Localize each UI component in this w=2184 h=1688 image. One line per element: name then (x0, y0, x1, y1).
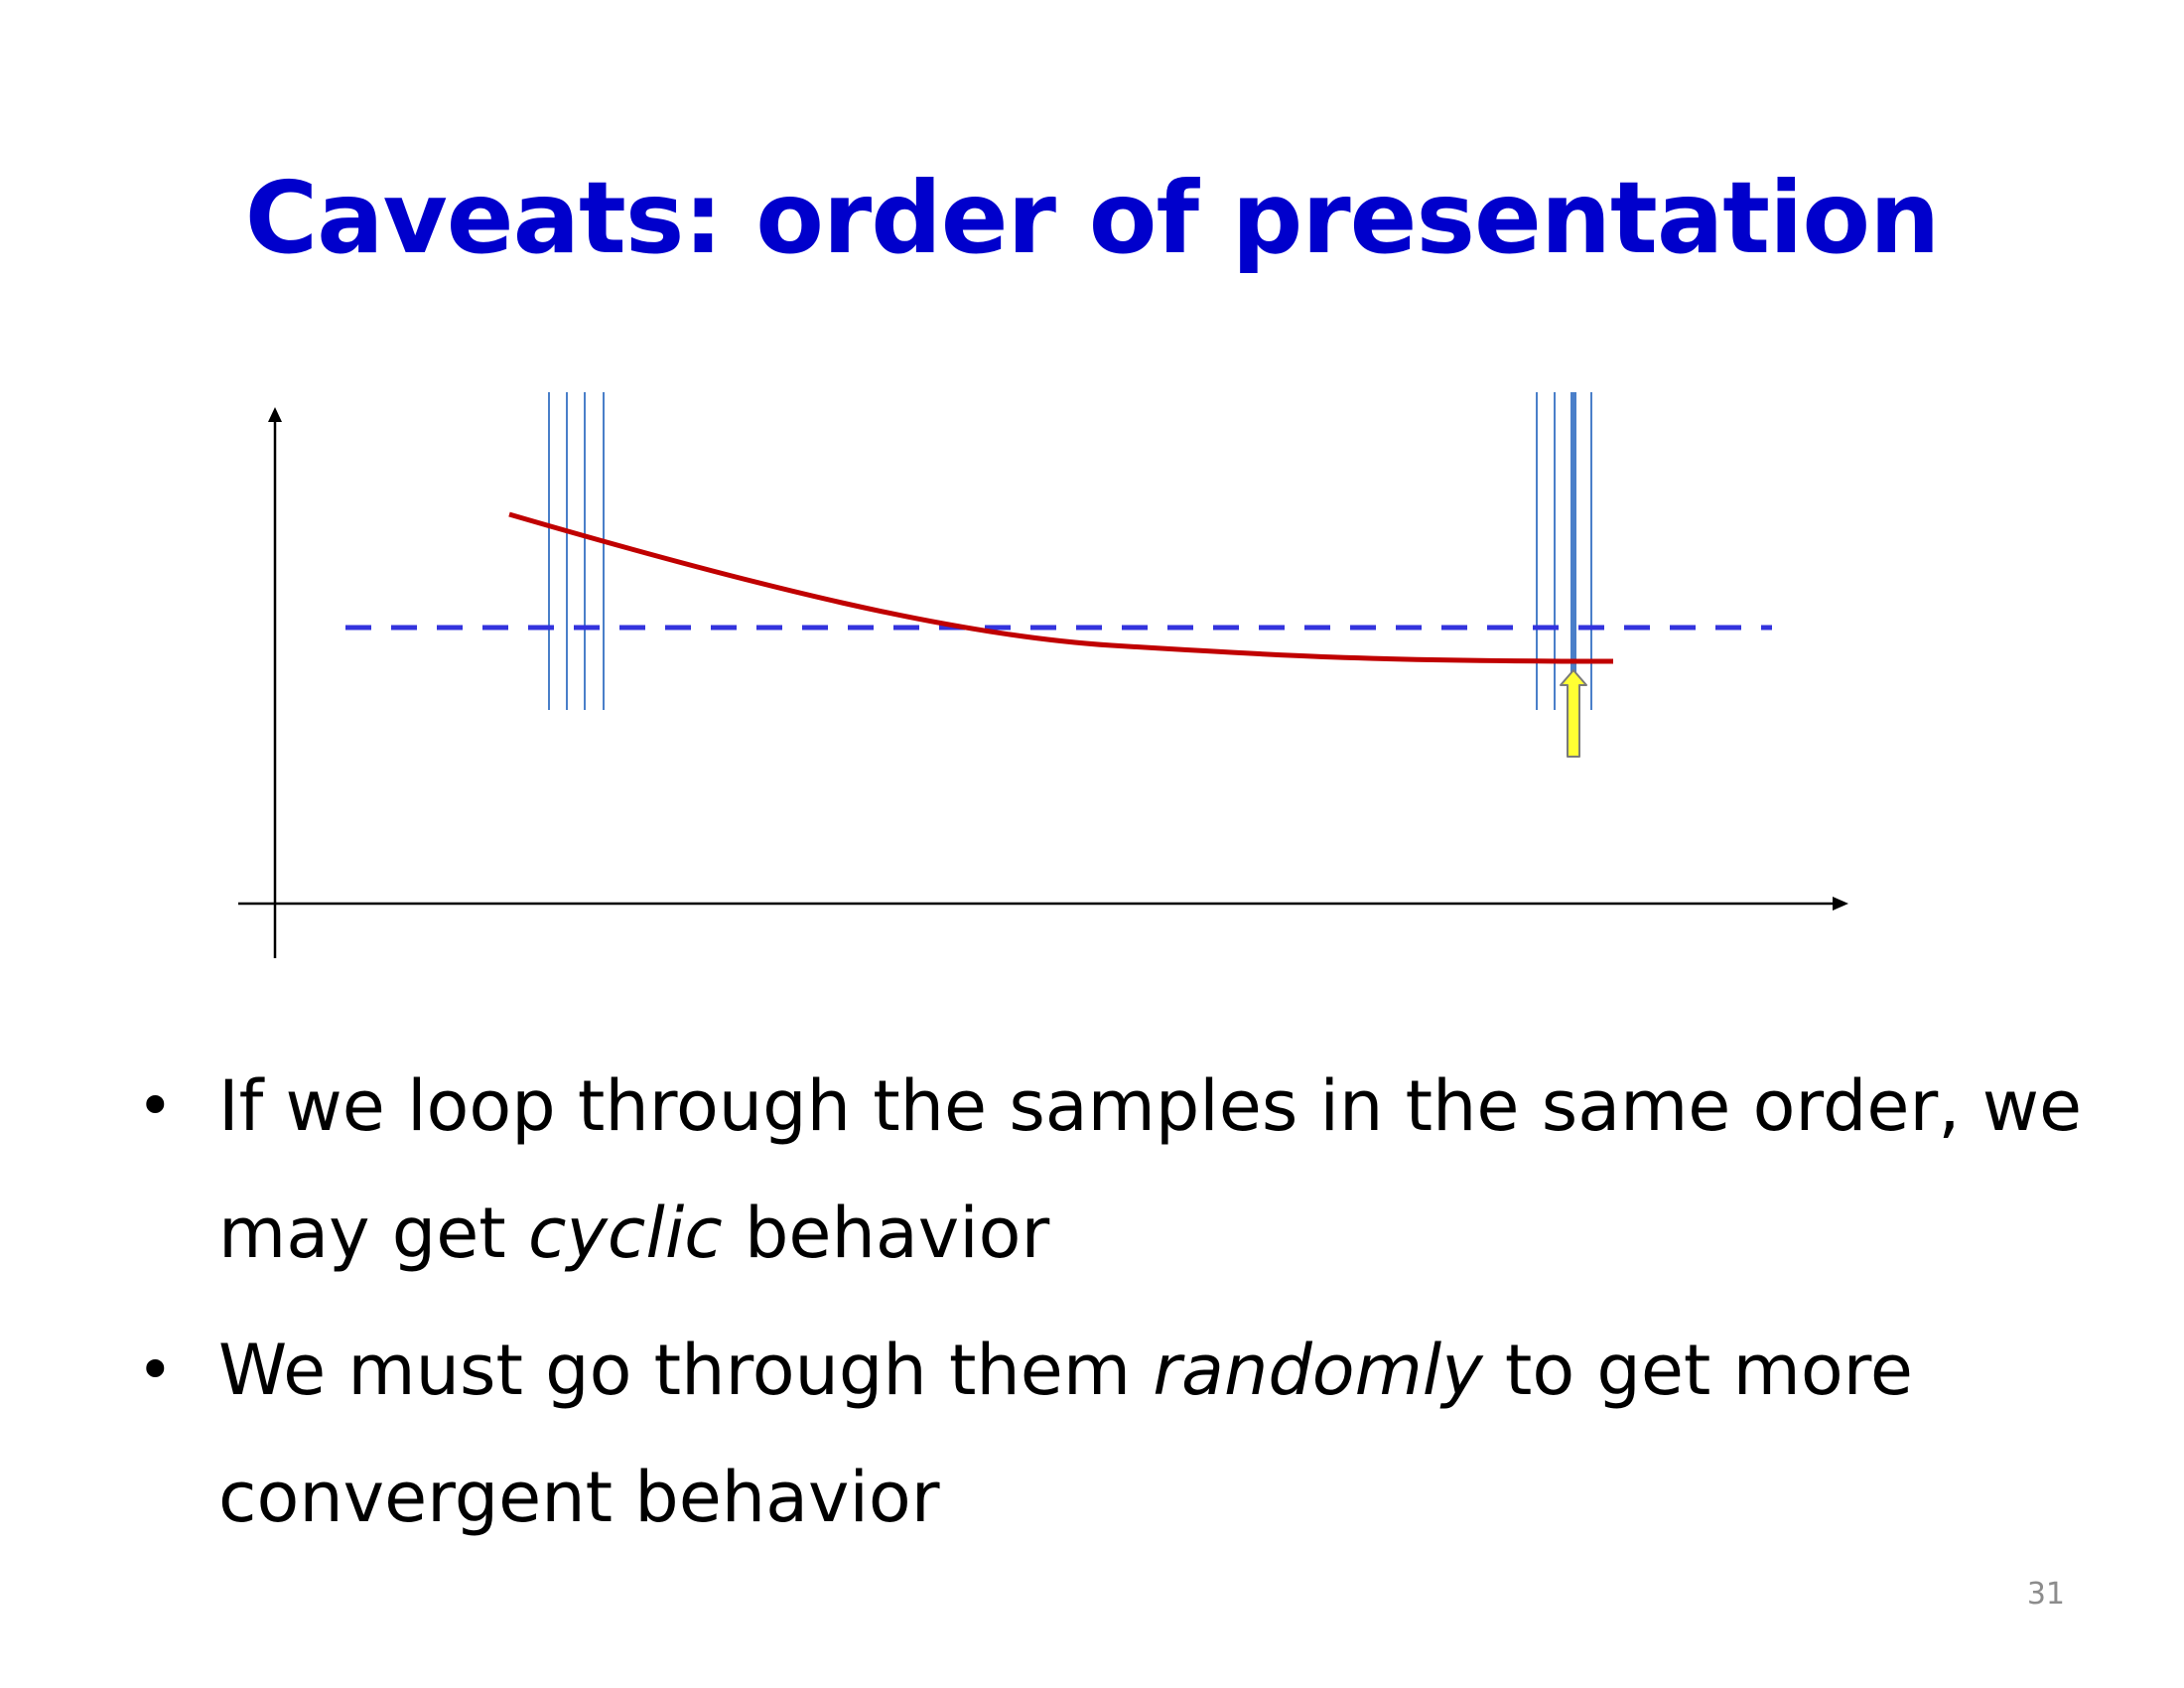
sample-lines-cluster-left (548, 392, 605, 710)
bullet-icon: • (137, 1334, 174, 1406)
bullet-icon: • (137, 1069, 174, 1142)
bullet-list: • If we loop through the samples in the … (129, 1043, 2105, 1571)
bullet-item: • If we loop through the samples in the … (129, 1043, 2105, 1297)
bullet-text-part: behavior (722, 1193, 1050, 1274)
trajectory-curve (508, 511, 1614, 664)
bullet-text-part: We must go through them (218, 1330, 1154, 1411)
slide-title: Caveats: order of presentation (244, 160, 1941, 276)
bullet-text-part: to get more convergent behavior (218, 1330, 1913, 1538)
bullet-emphasis: cyclic (527, 1193, 723, 1274)
bullet-emphasis: randomly (1153, 1330, 1483, 1411)
bullet-item: • We must go through them randomly to ge… (129, 1307, 2105, 1561)
y-axis-arrow-icon (268, 407, 282, 422)
bullet-text-part: If we loop through the samples in the sa… (218, 1065, 2083, 1274)
page-number: 31 (2026, 1577, 2065, 1612)
x-axis-arrow-icon (1833, 897, 1848, 911)
sample-lines-cluster-right (1536, 392, 1592, 710)
pointer-up-arrow-icon (1560, 669, 1587, 758)
